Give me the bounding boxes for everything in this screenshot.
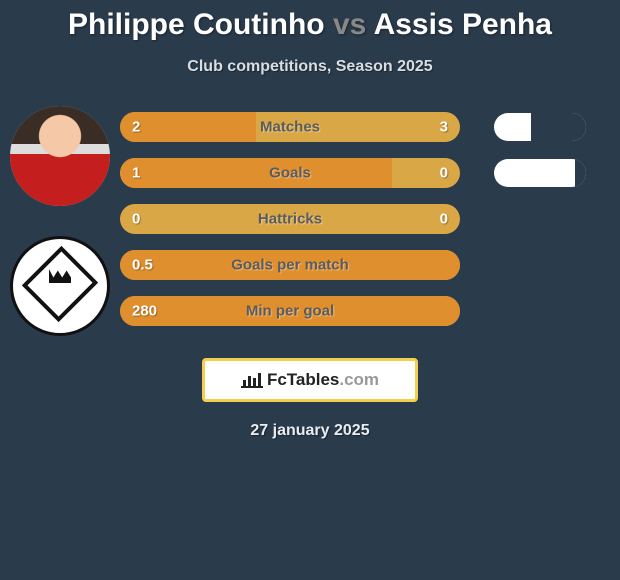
stat-value-player2: 3 bbox=[440, 119, 448, 136]
ratio-pill-fill bbox=[531, 113, 586, 141]
title-player2: Assis Penha bbox=[374, 8, 552, 41]
stat-row: 280 Min per goal bbox=[120, 296, 480, 326]
stat-label: Goals bbox=[269, 165, 311, 182]
stats-body: 2 Matches 3 1 Goals 0 0 Hattricks 0 0.5 Goals per … bbox=[0, 112, 620, 336]
stat-row: 1 Goals 0 bbox=[120, 158, 480, 188]
stat-row: 0 Hattricks 0 bbox=[120, 204, 480, 234]
stat-value-player2: 0 bbox=[440, 211, 448, 228]
ratio-pill bbox=[494, 159, 586, 187]
logo-domain: .com bbox=[339, 370, 379, 389]
stat-label: Goals per match bbox=[231, 257, 349, 274]
stat-label: Min per goal bbox=[246, 303, 334, 320]
stat-row: 2 Matches 3 bbox=[120, 112, 480, 142]
player2-badge bbox=[10, 236, 110, 336]
stat-bar: 280 Min per goal bbox=[120, 296, 460, 326]
stat-value-player2: 0 bbox=[440, 165, 448, 182]
stat-value-player1: 0.5 bbox=[132, 257, 153, 274]
stat-value-player1: 2 bbox=[132, 119, 140, 136]
stat-bar: 0 Hattricks 0 bbox=[120, 204, 460, 234]
avatars-column bbox=[0, 112, 120, 336]
ratio-pill bbox=[494, 113, 586, 141]
stat-value-player1: 1 bbox=[132, 165, 140, 182]
stat-bar: 2 Matches 3 bbox=[120, 112, 460, 142]
stat-value-player1: 280 bbox=[132, 303, 157, 320]
title-player1: Philippe Coutinho bbox=[68, 8, 325, 41]
logo-brand: FcTables bbox=[267, 370, 339, 389]
subtitle: Club competitions, Season 2025 bbox=[0, 58, 620, 76]
stat-label: Matches bbox=[260, 119, 320, 136]
page-title: Philippe Coutinho vs Assis Penha bbox=[0, 8, 620, 42]
logo-text: FcTables.com bbox=[267, 370, 379, 390]
stat-bar-left bbox=[120, 112, 256, 142]
pills-column bbox=[480, 112, 600, 326]
chart-icon bbox=[241, 371, 263, 389]
title-vs: vs bbox=[333, 8, 366, 41]
logo-box: FcTables.com bbox=[202, 358, 418, 402]
stat-label: Hattricks bbox=[258, 211, 322, 228]
stat-value-player1: 0 bbox=[132, 211, 140, 228]
player1-avatar bbox=[10, 106, 110, 206]
stat-bar: 1 Goals 0 bbox=[120, 158, 460, 188]
stat-bar-left bbox=[120, 158, 392, 188]
bars-column: 2 Matches 3 1 Goals 0 0 Hattricks 0 0.5 Goals per … bbox=[120, 112, 480, 326]
pill-slot bbox=[494, 112, 586, 142]
date-label: 27 january 2025 bbox=[0, 422, 620, 440]
pill-slot bbox=[494, 158, 586, 188]
comparison-card: Philippe Coutinho vs Assis Penha Club co… bbox=[0, 0, 620, 440]
stat-bar: 0.5 Goals per match bbox=[120, 250, 460, 280]
ratio-pill-fill bbox=[575, 159, 586, 187]
stat-row: 0.5 Goals per match bbox=[120, 250, 480, 280]
